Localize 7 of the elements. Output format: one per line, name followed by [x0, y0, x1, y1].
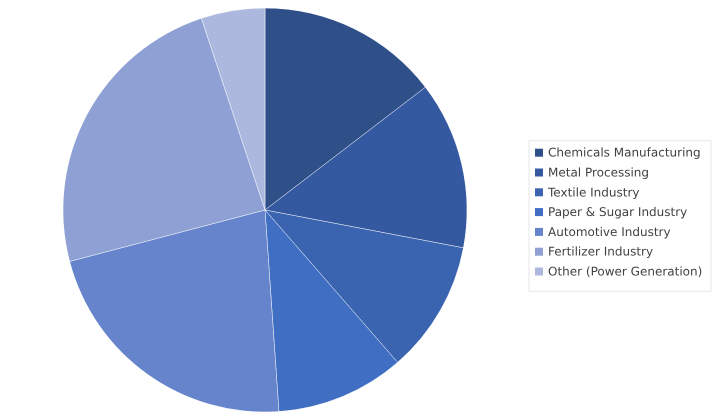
legend-label: Metal Processing [548, 166, 650, 180]
legend-label: Other (Power Generation) [548, 264, 702, 278]
legend-label: Automotive Industry [548, 224, 671, 239]
legend-label: Paper & Sugar Industry [548, 205, 688, 220]
legend-label: Chemicals Manufacturing [548, 146, 701, 160]
legend-label: Fertilizer Industry [548, 244, 654, 259]
legend-label: Textile Industry [547, 185, 640, 200]
